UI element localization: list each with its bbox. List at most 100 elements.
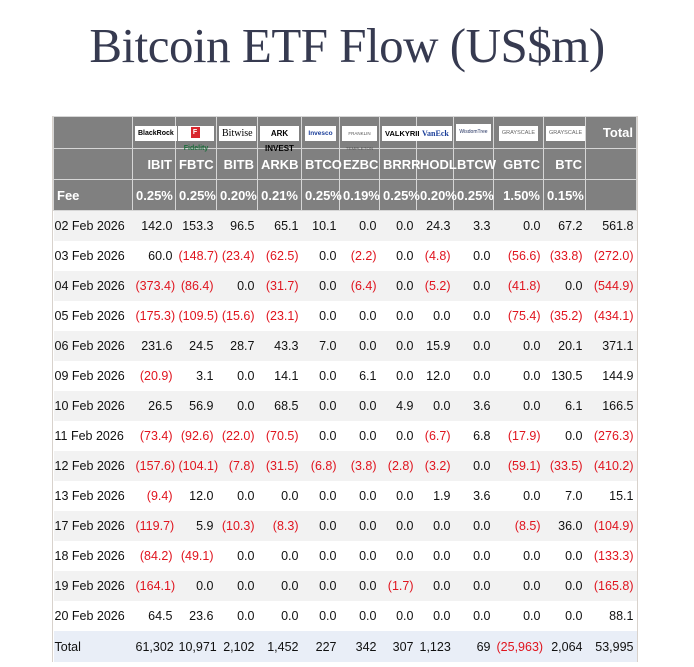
table-row: 03 Feb 2026 60.0 (148.7) (23.4) (62.5) 0.0 (2.… [53, 241, 637, 271]
row-total-value: (272.0) [585, 241, 637, 271]
flow-value: (22.0) [216, 421, 258, 451]
row-total-value: 144.9 [585, 361, 637, 391]
fund-total-value: 2,064 [543, 631, 586, 662]
flow-value: 0.0 [216, 541, 258, 571]
row-date: 02 Feb 2026 [53, 210, 133, 241]
flow-value: 0.0 [257, 601, 302, 631]
row-total-value: (276.3) [585, 421, 637, 451]
flow-value: 0.0 [339, 331, 380, 361]
row-date: 06 Feb 2026 [53, 331, 133, 361]
fee-value: 0.20% [216, 179, 258, 211]
flow-value: (33.5) [543, 451, 586, 481]
flow-value: 3.1 [175, 361, 217, 391]
flow-value: (8.5) [493, 511, 544, 541]
row-total-value: (544.9) [585, 271, 637, 301]
flow-value: 0.0 [216, 571, 258, 601]
row-date: 18 Feb 2026 [53, 541, 133, 571]
blank-header-cell [585, 148, 637, 180]
blank-header-cell [53, 148, 133, 180]
flow-value: 0.0 [339, 421, 380, 451]
page-title: Bitcoin ETF Flow (US$m) [89, 18, 605, 73]
flow-value: 0.0 [379, 331, 417, 361]
flow-value: (148.7) [175, 241, 218, 271]
flow-value: (3.8) [339, 451, 380, 481]
flow-value: 0.0 [379, 301, 417, 331]
row-total-value: (104.9) [585, 511, 637, 541]
flow-value: (17.9) [493, 421, 544, 451]
flow-value: (70.5) [257, 421, 302, 451]
fee-value: 0.19% [339, 179, 380, 211]
flow-value: 0.0 [493, 481, 544, 511]
bitwise-logo: Bitwise [219, 125, 256, 141]
flow-value: 0.0 [216, 361, 258, 391]
flow-value: 0.0 [257, 481, 302, 511]
flow-value: 0.0 [453, 451, 494, 481]
flow-value: 60.0 [132, 241, 176, 271]
table-row: 04 Feb 2026 (373.4) (86.4) 0.0 (31.7) 0.0 (6.4… [53, 271, 637, 301]
total-row: Total 61,302 10,971 2,102 1,452 227 342 307 1,12… [53, 631, 637, 662]
row-date: 09 Feb 2026 [53, 361, 133, 391]
ticker-header: BTC [543, 148, 586, 180]
flow-value: (92.6) [175, 421, 217, 451]
ticker-header: EZBC [339, 148, 380, 180]
flow-value: 6.1 [339, 361, 380, 391]
flow-value: 1.9 [416, 481, 454, 511]
invesco-logo: Invesco [305, 125, 336, 141]
flow-value: (84.2) [132, 541, 176, 571]
flow-value: 4.9 [379, 391, 417, 421]
flow-value: 0.0 [453, 361, 494, 391]
flow-value: 12.0 [416, 361, 454, 391]
flow-value: 0.0 [257, 571, 302, 601]
row-total-value: 166.5 [585, 391, 637, 421]
fidelity-logo: FFidelity [178, 125, 214, 152]
flow-value: 26.5 [132, 391, 176, 421]
fund-total-value: 342 [339, 631, 380, 662]
blank-header-cell [53, 116, 133, 149]
grayscale-logo: GRAYSCALE [546, 125, 586, 141]
fee-value: 0.21% [257, 179, 302, 211]
row-total-value: (165.8) [585, 571, 637, 601]
grayscale-logo: GRAYSCALE [498, 125, 539, 141]
flow-value: 0.0 [339, 391, 380, 421]
flow-value: (2.8) [379, 451, 417, 481]
fee-value: 0.25% [379, 179, 420, 211]
flow-value: 6.1 [543, 391, 586, 421]
ticker-header: BRRR [379, 148, 421, 180]
fee-value: 1.50% [493, 179, 544, 211]
fund-total-value: 61,302 [132, 631, 176, 662]
flow-value: 0.0 [301, 421, 340, 451]
flow-value: 0.0 [453, 541, 494, 571]
fund-total-value: 2,102 [216, 631, 258, 662]
row-date: 05 Feb 2026 [53, 301, 133, 331]
flow-value: 3.6 [453, 391, 494, 421]
flow-value: (157.6) [132, 451, 176, 481]
row-date: 13 Feb 2026 [53, 481, 133, 511]
flow-value: 0.0 [339, 601, 380, 631]
ticker-header: BTCW [453, 148, 496, 180]
row-date: 19 Feb 2026 [53, 571, 133, 601]
flow-value: 28.7 [216, 331, 258, 361]
franklin-templeton-logo: FRANKLIN TEMPLETON [342, 125, 377, 151]
flow-value: 0.0 [339, 571, 380, 601]
row-date: 03 Feb 2026 [53, 241, 133, 271]
fee-value: 0.25% [175, 179, 217, 211]
ticker-header: IBIT [132, 148, 176, 180]
flow-value: 10.1 [301, 210, 340, 241]
flow-table-body: 02 Feb 2026 142.0 153.3 96.5 65.1 10.1 0.0 0.0 2… [53, 210, 637, 662]
flow-value: (9.4) [132, 481, 176, 511]
fee-row: Fee 0.25% 0.25% 0.20% 0.21% 0.25% 0.19% 0.25% 0… [53, 179, 637, 211]
ticker-header: ARKB [257, 148, 302, 180]
row-date: 10 Feb 2026 [53, 391, 133, 421]
flow-value: 0.0 [339, 541, 380, 571]
flow-value: (373.4) [132, 271, 176, 301]
flow-value: (119.7) [132, 511, 176, 541]
flow-value: 0.0 [543, 601, 586, 631]
flow-value: 0.0 [301, 241, 340, 271]
flow-value: 20.1 [543, 331, 586, 361]
flow-value: (23.1) [257, 301, 302, 331]
flow-value: 15.9 [416, 331, 454, 361]
fund-total-value: 69 [453, 631, 494, 662]
row-date: 20 Feb 2026 [53, 601, 133, 631]
flow-value: 12.0 [175, 481, 217, 511]
flow-value: 153.3 [175, 210, 217, 241]
